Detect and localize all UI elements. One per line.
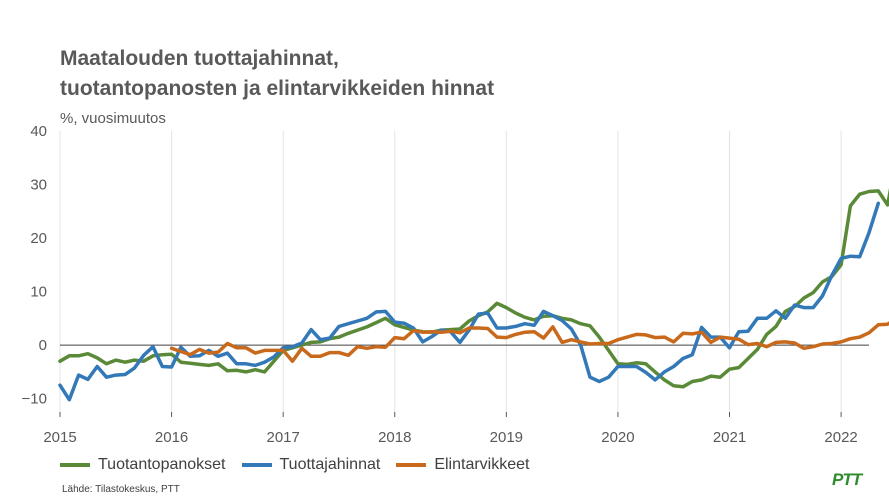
x-axis-ticks: 2015 2016 2017 2018 2019 2020 2021 2022 <box>43 412 858 446</box>
y-tick-label: 30 <box>30 177 47 194</box>
legend-label-tuottajahinnat: Tuottajahinnat <box>279 456 381 473</box>
legend-swatch-tuotantopanokset <box>60 463 90 467</box>
legend-label-tuotantopanokset: Tuotantopanokset <box>98 456 226 473</box>
legend-swatch-elintarvikkeet <box>396 463 427 467</box>
legend-item-elintarvikkeet: Elintarvikkeet <box>396 456 529 474</box>
legend: Tuotantopanokset Tuottajahinnat Elintarv… <box>60 456 545 474</box>
source-note: Lähde: Tilastokeskus, PTT <box>62 484 180 495</box>
y-axis-ticks: 40 30 20 10 0 −10 <box>22 123 47 408</box>
x-tick-label: 2021 <box>713 429 746 446</box>
legend-item-tuottajahinnat: Tuottajahinnat <box>241 456 381 474</box>
series-line-elintarvikkeet <box>169 321 889 363</box>
unit-label: %, vuosimuutos <box>60 110 166 127</box>
chart-title-line1: Maatalouden tuottajahinnat, <box>60 47 339 70</box>
x-tick-label: 2015 <box>43 429 76 446</box>
legend-item-tuotantopanokset: Tuotantopanokset <box>60 456 226 474</box>
chart-title-line2: tuotantopanosten ja elintarvikkeiden hin… <box>60 77 495 100</box>
y-tick-label: 10 <box>30 284 47 301</box>
chart-title: Maatalouden tuottajahinnat, tuotantopano… <box>60 44 494 104</box>
y-tick-label: 40 <box>30 123 47 140</box>
ptt-logo: PTT <box>832 470 862 489</box>
x-tick-label: 2020 <box>601 429 634 446</box>
legend-swatch-tuottajahinnat <box>241 463 272 467</box>
x-tick-label: 2018 <box>378 429 411 446</box>
x-tick-label: 2022 <box>824 429 857 446</box>
series-line-tuottajahinnat <box>58 201 881 402</box>
y-tick-label: 20 <box>30 230 47 247</box>
y-tick-label: 0 <box>39 337 47 354</box>
x-tick-label: 2017 <box>266 429 299 446</box>
vertical-gridlines <box>59 131 842 412</box>
series-lines <box>58 187 889 402</box>
x-tick-label: 2016 <box>155 429 188 446</box>
legend-label-elintarvikkeet: Elintarvikkeet <box>434 456 530 473</box>
x-tick-label: 2019 <box>490 429 523 446</box>
y-tick-label: −10 <box>22 391 47 408</box>
